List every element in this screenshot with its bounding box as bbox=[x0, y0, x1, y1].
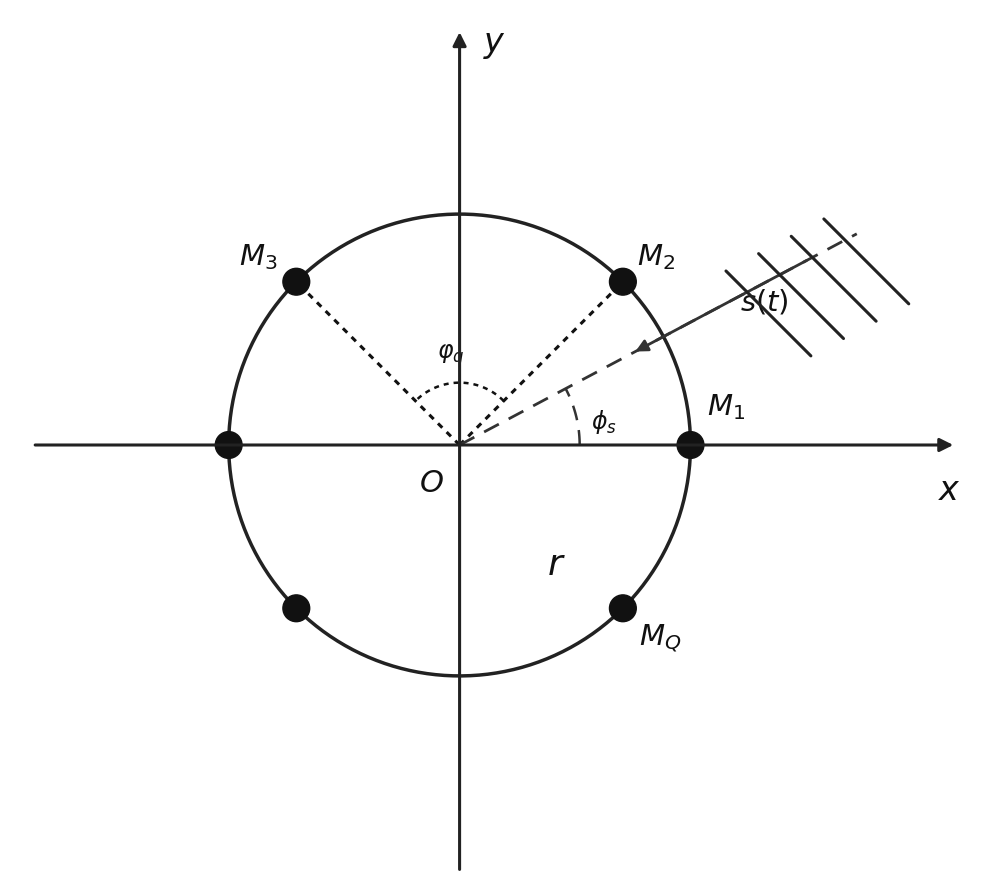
Circle shape bbox=[609, 268, 636, 295]
Text: $M_2$: $M_2$ bbox=[637, 243, 675, 272]
Circle shape bbox=[677, 432, 704, 458]
Text: $y$: $y$ bbox=[483, 29, 506, 61]
Text: $x$: $x$ bbox=[938, 475, 961, 507]
Text: $M_3$: $M_3$ bbox=[239, 243, 278, 272]
Text: $O$: $O$ bbox=[419, 468, 443, 499]
Text: $r$: $r$ bbox=[547, 548, 566, 582]
Circle shape bbox=[283, 595, 310, 622]
Text: $M_1$: $M_1$ bbox=[707, 392, 745, 422]
Circle shape bbox=[215, 432, 242, 458]
Text: $\phi_s$: $\phi_s$ bbox=[591, 408, 617, 436]
Circle shape bbox=[609, 595, 636, 622]
Text: $s(t)$: $s(t)$ bbox=[740, 287, 789, 316]
Circle shape bbox=[283, 268, 310, 295]
Text: $\varphi_q$: $\varphi_q$ bbox=[437, 342, 464, 368]
Text: $M_Q$: $M_Q$ bbox=[639, 622, 681, 654]
